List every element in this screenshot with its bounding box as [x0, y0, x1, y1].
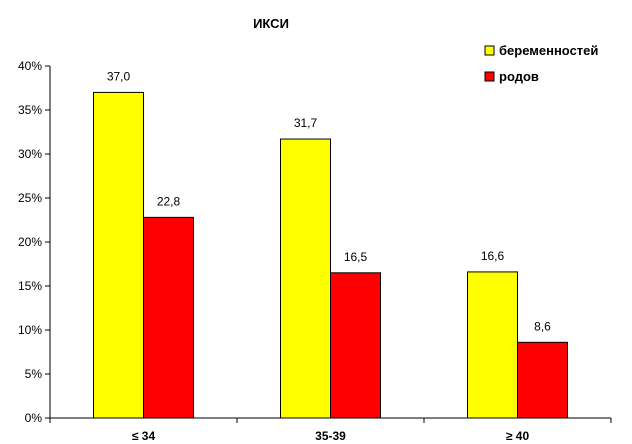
legend-swatch: [484, 71, 495, 82]
bar-births: [517, 341, 568, 419]
y-tick-label: 5%: [25, 367, 43, 381]
y-tick-label: 20%: [18, 235, 42, 249]
y-tick-label: 0%: [25, 411, 43, 425]
bars: 37,0 22,8 31,7 16,5 16,6 8,6: [93, 69, 568, 419]
x-category-label: ≤ 34: [132, 429, 156, 443]
data-label: 22,8: [157, 194, 181, 208]
y-tick-label: 10%: [18, 323, 42, 337]
y-axis: 0% 5% 10% 15% 20% 25% 30% 35% 40%: [18, 59, 51, 425]
y-tick-label: 30%: [18, 147, 42, 161]
bar-pregnancies: [467, 271, 518, 419]
data-label: 16,6: [481, 249, 505, 263]
legend-label: родов: [499, 69, 539, 84]
data-label: 31,7: [294, 116, 318, 130]
chart-title: ИКСИ: [253, 16, 289, 31]
bar-births: [330, 272, 381, 419]
y-tick-label: 40%: [18, 59, 42, 73]
y-tick-label: 25%: [18, 191, 42, 205]
x-category-label: ≥ 40: [506, 429, 530, 443]
x-axis: ≤ 34 35-39 ≥ 40: [49, 417, 612, 443]
bar-pregnancies: [93, 91, 144, 419]
legend-label: беременностей: [499, 43, 598, 58]
legend-swatch: [484, 45, 495, 56]
bar-births: [143, 216, 194, 419]
y-tick-label: 35%: [18, 103, 42, 117]
y-tick-label: 15%: [18, 279, 42, 293]
data-label: 8,6: [534, 319, 551, 333]
legend: беременностей родов: [484, 43, 598, 84]
data-label: 37,0: [107, 69, 131, 83]
x-category-label: 35-39: [315, 429, 346, 443]
data-label: 16,5: [344, 250, 368, 264]
bar-pregnancies: [280, 138, 331, 419]
